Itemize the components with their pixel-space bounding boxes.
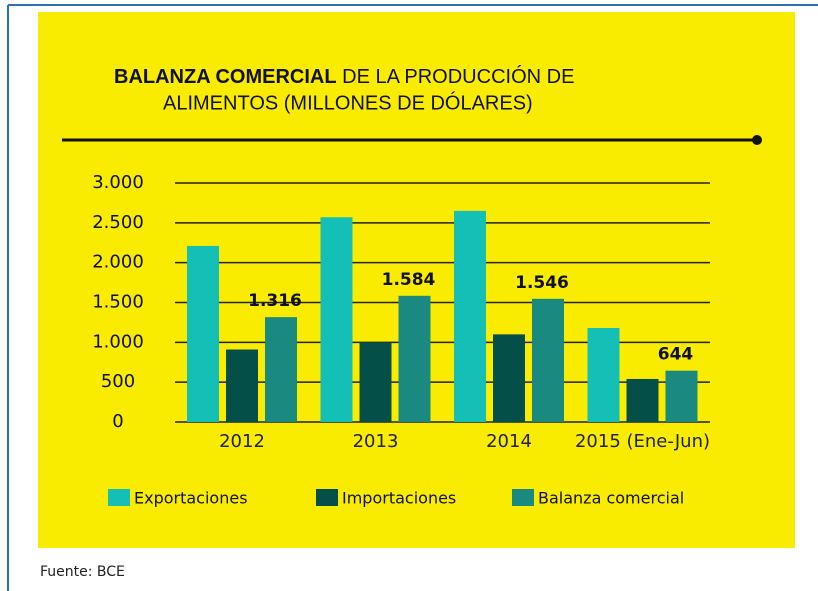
title-rest: DE LA PRODUCCIÓN DE [342,65,574,88]
legend-swatch [316,489,338,506]
value-label: 644 [658,345,694,365]
legend-label: Exportaciones [134,489,248,508]
bar [187,245,219,422]
y-tick-label: 2.000 [92,252,144,273]
x-tick-label: 2012 [219,431,265,452]
bar [320,217,353,422]
y-tick-label: 1.000 [92,331,144,352]
bar [532,298,564,422]
title-bold: BALANZA COMERCIAL [114,66,337,88]
bar [665,370,698,422]
bar [265,317,297,422]
chart-title: BALANZA COMERCIAL DE LA PRODUCCIÓN DE [114,65,574,88]
y-tick-label: 3.000 [92,172,144,193]
value-label: 1.584 [382,270,436,290]
legend-label: Importaciones [342,489,456,508]
legend-swatch [512,489,534,506]
bar [454,210,486,422]
x-tick-label: 2015 (Ene-Jun) [575,431,710,452]
y-tick-label: 0 [112,411,123,432]
x-tick-label: 2014 [486,431,532,452]
bar [359,342,392,422]
bar [493,334,525,422]
source: Fuente: BCE [40,564,125,580]
bar [226,349,258,422]
y-tick-label: 500 [101,371,135,392]
divider-dot [752,135,762,145]
chart-panel [38,12,795,548]
legend-label: Balanza comercial [538,489,684,508]
bar [587,327,620,422]
chart-title-line2: ALIMENTOS (MILLONES DE DÓLARES) [163,91,533,114]
bar [626,378,659,422]
bar [398,295,431,422]
legend-swatch [108,489,130,506]
y-tick-label: 2.500 [92,212,144,233]
x-tick-label: 2013 [353,431,399,452]
value-label: 1.316 [248,291,302,311]
y-tick-label: 1.500 [92,292,144,313]
value-label: 1.546 [515,273,569,293]
